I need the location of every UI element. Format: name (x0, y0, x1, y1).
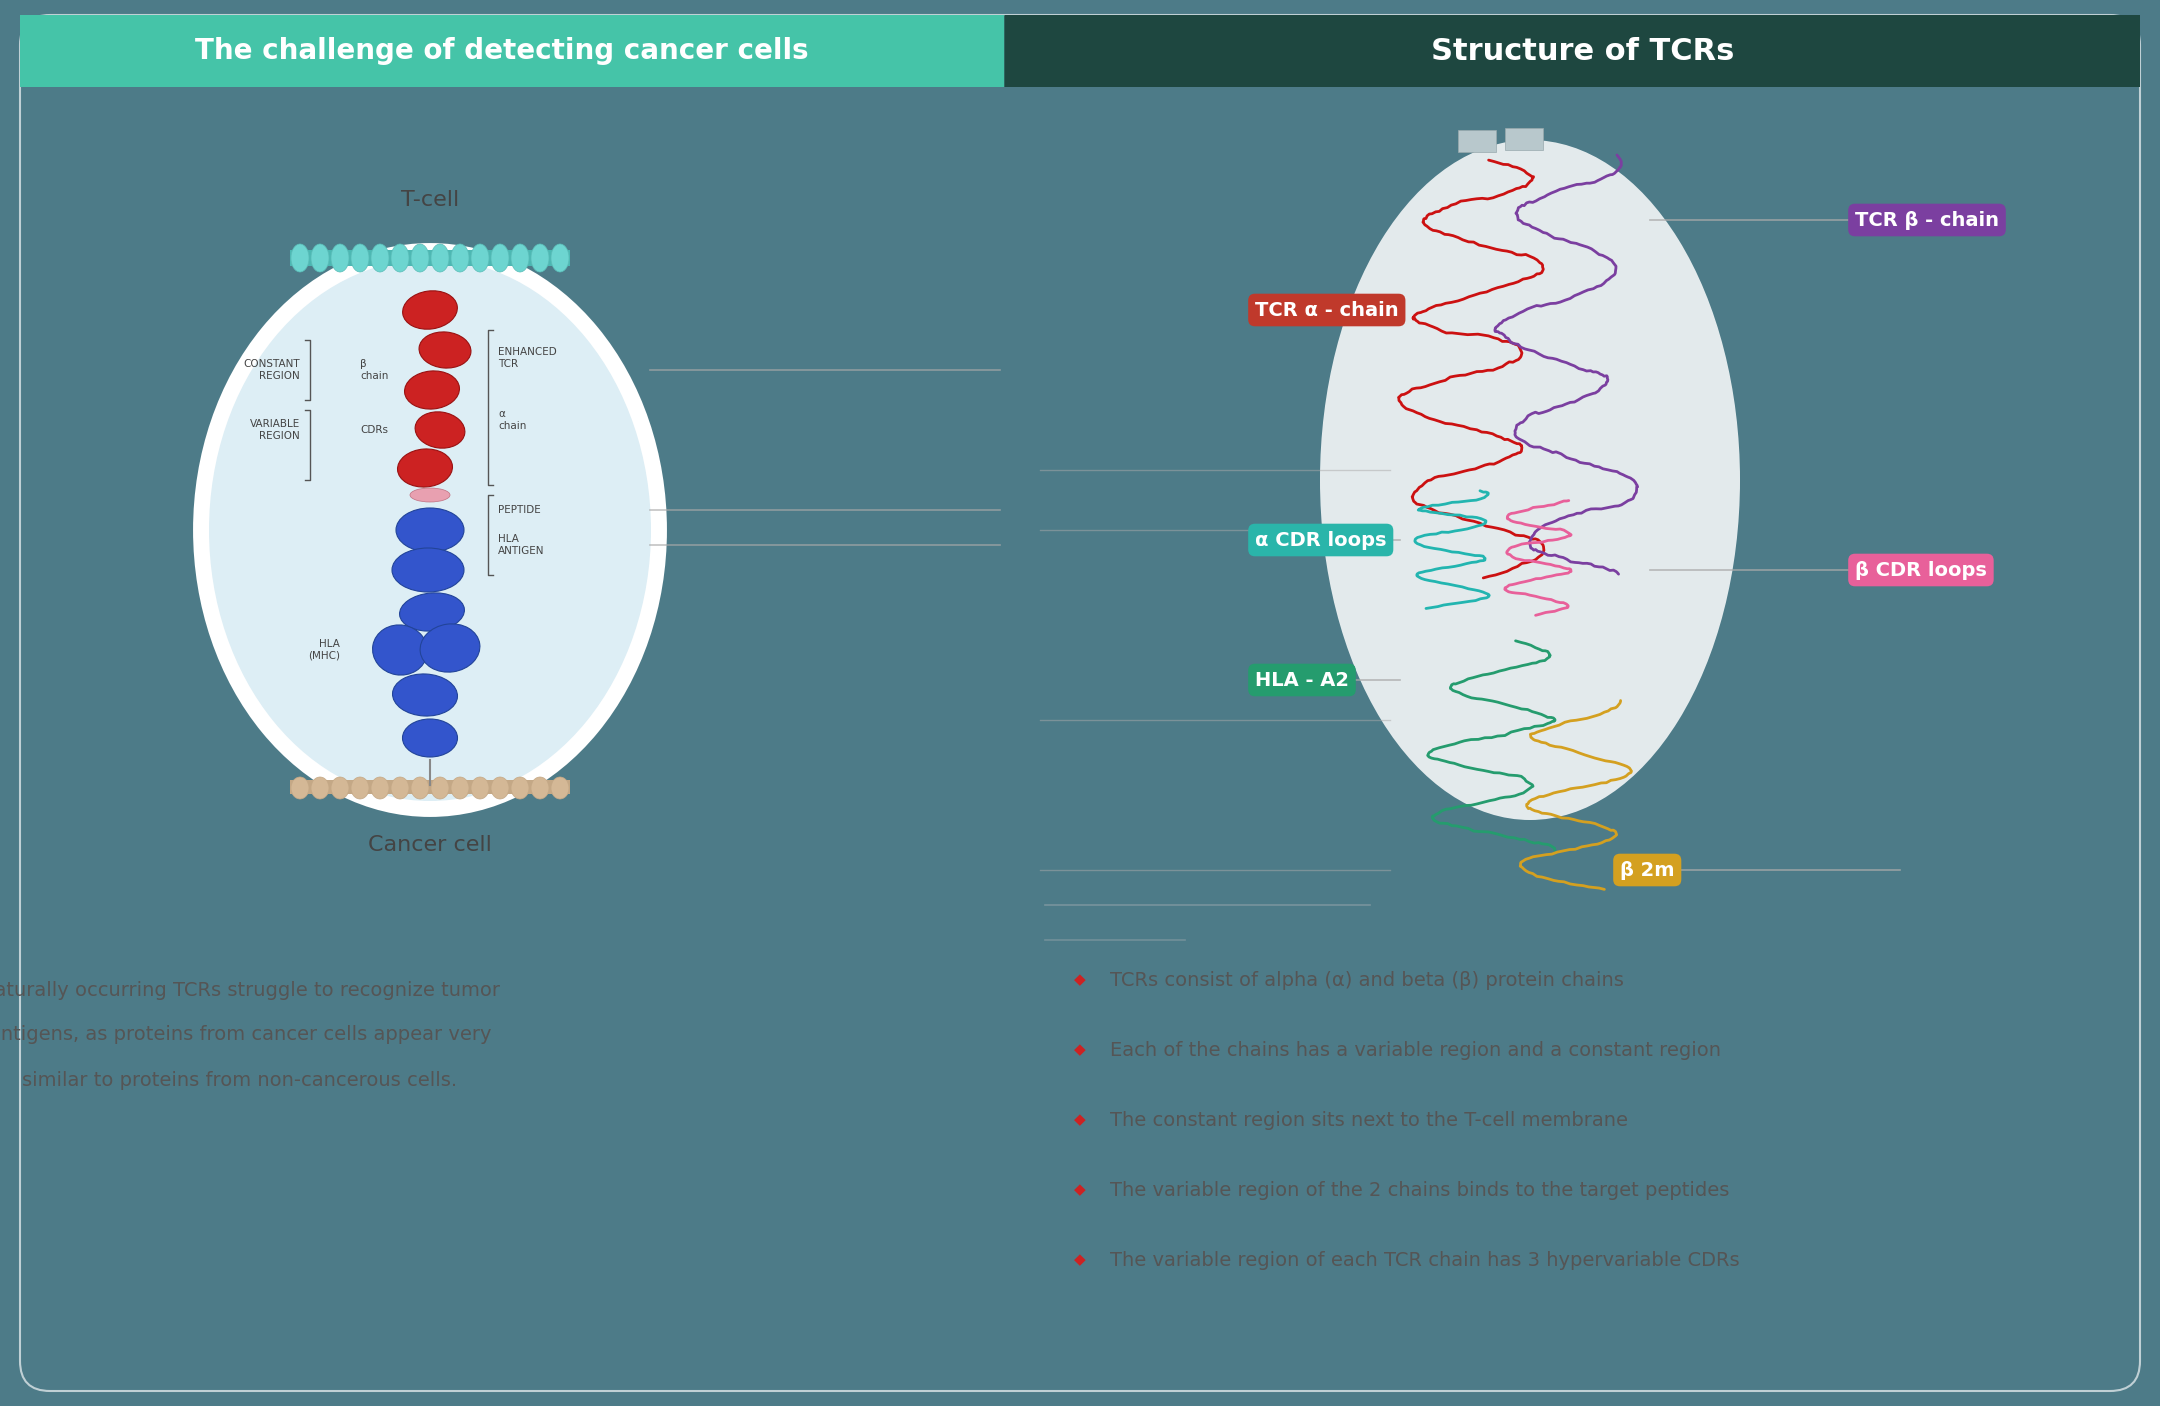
Text: ◆: ◆ (1074, 1042, 1086, 1057)
Ellipse shape (551, 778, 568, 799)
Text: ◆: ◆ (1074, 1253, 1086, 1267)
Text: HLA
ANTIGEN: HLA ANTIGEN (499, 534, 544, 555)
Text: α
chain: α chain (499, 409, 527, 430)
Ellipse shape (490, 245, 510, 271)
Ellipse shape (531, 778, 549, 799)
Ellipse shape (391, 245, 408, 271)
Ellipse shape (350, 778, 369, 799)
Text: antigens, as proteins from cancer cells appear very: antigens, as proteins from cancer cells … (0, 1025, 490, 1045)
Text: ◆: ◆ (1074, 1182, 1086, 1198)
Ellipse shape (410, 245, 430, 271)
Text: Each of the chains has a variable region and a constant region: Each of the chains has a variable region… (1110, 1040, 1722, 1060)
Ellipse shape (451, 778, 469, 799)
Text: The challenge of detecting cancer cells: The challenge of detecting cancer cells (194, 37, 810, 65)
Text: The constant region sits next to the T-cell membrane: The constant region sits next to the T-c… (1110, 1111, 1629, 1129)
Ellipse shape (330, 778, 350, 799)
Ellipse shape (531, 245, 549, 271)
Ellipse shape (432, 245, 449, 271)
Ellipse shape (292, 245, 309, 271)
Ellipse shape (311, 245, 328, 271)
Text: Cancer cell: Cancer cell (367, 835, 492, 855)
Ellipse shape (210, 259, 650, 801)
Ellipse shape (1320, 141, 1741, 820)
Text: The variable region of the 2 chains binds to the target peptides: The variable region of the 2 chains bind… (1110, 1181, 1730, 1199)
Ellipse shape (372, 778, 389, 799)
Ellipse shape (391, 548, 464, 592)
Ellipse shape (415, 412, 464, 449)
Text: TCR β - chain: TCR β - chain (1855, 211, 1998, 229)
Ellipse shape (432, 778, 449, 799)
Text: TCR α - chain: TCR α - chain (1255, 301, 1400, 319)
Ellipse shape (410, 488, 449, 502)
Ellipse shape (391, 778, 408, 799)
Text: TCRs consist of alpha (α) and beta (β) protein chains: TCRs consist of alpha (α) and beta (β) p… (1110, 970, 1624, 990)
Text: VARIABLE
REGION: VARIABLE REGION (251, 419, 300, 441)
Ellipse shape (397, 449, 451, 486)
Ellipse shape (393, 673, 458, 716)
Ellipse shape (330, 245, 350, 271)
Text: ◆: ◆ (1074, 973, 1086, 987)
FancyBboxPatch shape (19, 15, 1004, 87)
Ellipse shape (311, 778, 328, 799)
Text: ENHANCED
TCR: ENHANCED TCR (499, 347, 557, 368)
Ellipse shape (292, 778, 309, 799)
Ellipse shape (419, 332, 471, 368)
FancyBboxPatch shape (1004, 15, 2141, 87)
Text: ◆: ◆ (1074, 1112, 1086, 1128)
Ellipse shape (400, 593, 464, 631)
Ellipse shape (372, 624, 428, 675)
Ellipse shape (350, 245, 369, 271)
Bar (1458, 129, 1497, 152)
Ellipse shape (551, 245, 568, 271)
Text: Structure of TCRs: Structure of TCRs (1430, 37, 1734, 66)
Ellipse shape (512, 245, 529, 271)
Text: β 2m: β 2m (1620, 860, 1674, 880)
Text: Naturally occurring TCRs struggle to recognize tumor: Naturally occurring TCRs struggle to rec… (0, 980, 499, 1000)
Text: β
chain: β chain (361, 359, 389, 381)
FancyBboxPatch shape (19, 15, 2141, 1391)
Ellipse shape (402, 718, 458, 756)
Text: T-cell: T-cell (402, 190, 460, 209)
Ellipse shape (512, 778, 529, 799)
Ellipse shape (372, 245, 389, 271)
Ellipse shape (201, 250, 661, 810)
Ellipse shape (402, 291, 458, 329)
Text: HLA
(MHC): HLA (MHC) (309, 640, 339, 661)
Ellipse shape (451, 245, 469, 271)
Ellipse shape (395, 508, 464, 553)
Ellipse shape (404, 371, 460, 409)
Text: CDRs: CDRs (361, 425, 389, 434)
Ellipse shape (490, 778, 510, 799)
Bar (1506, 128, 1542, 150)
Bar (289, 250, 570, 266)
Ellipse shape (471, 778, 488, 799)
Text: β CDR loops: β CDR loops (1855, 561, 1987, 579)
Ellipse shape (471, 245, 488, 271)
Bar (289, 780, 570, 794)
Ellipse shape (410, 778, 430, 799)
Text: similar to proteins from non-cancerous cells.: similar to proteins from non-cancerous c… (22, 1070, 458, 1090)
Text: HLA - A2: HLA - A2 (1255, 671, 1350, 689)
Text: The variable region of each TCR chain has 3 hypervariable CDRs: The variable region of each TCR chain ha… (1110, 1250, 1739, 1270)
Text: CONSTANT
REGION: CONSTANT REGION (244, 359, 300, 381)
Text: PEPTIDE: PEPTIDE (499, 505, 540, 515)
Text: α CDR loops: α CDR loops (1255, 530, 1387, 550)
Ellipse shape (419, 624, 480, 672)
